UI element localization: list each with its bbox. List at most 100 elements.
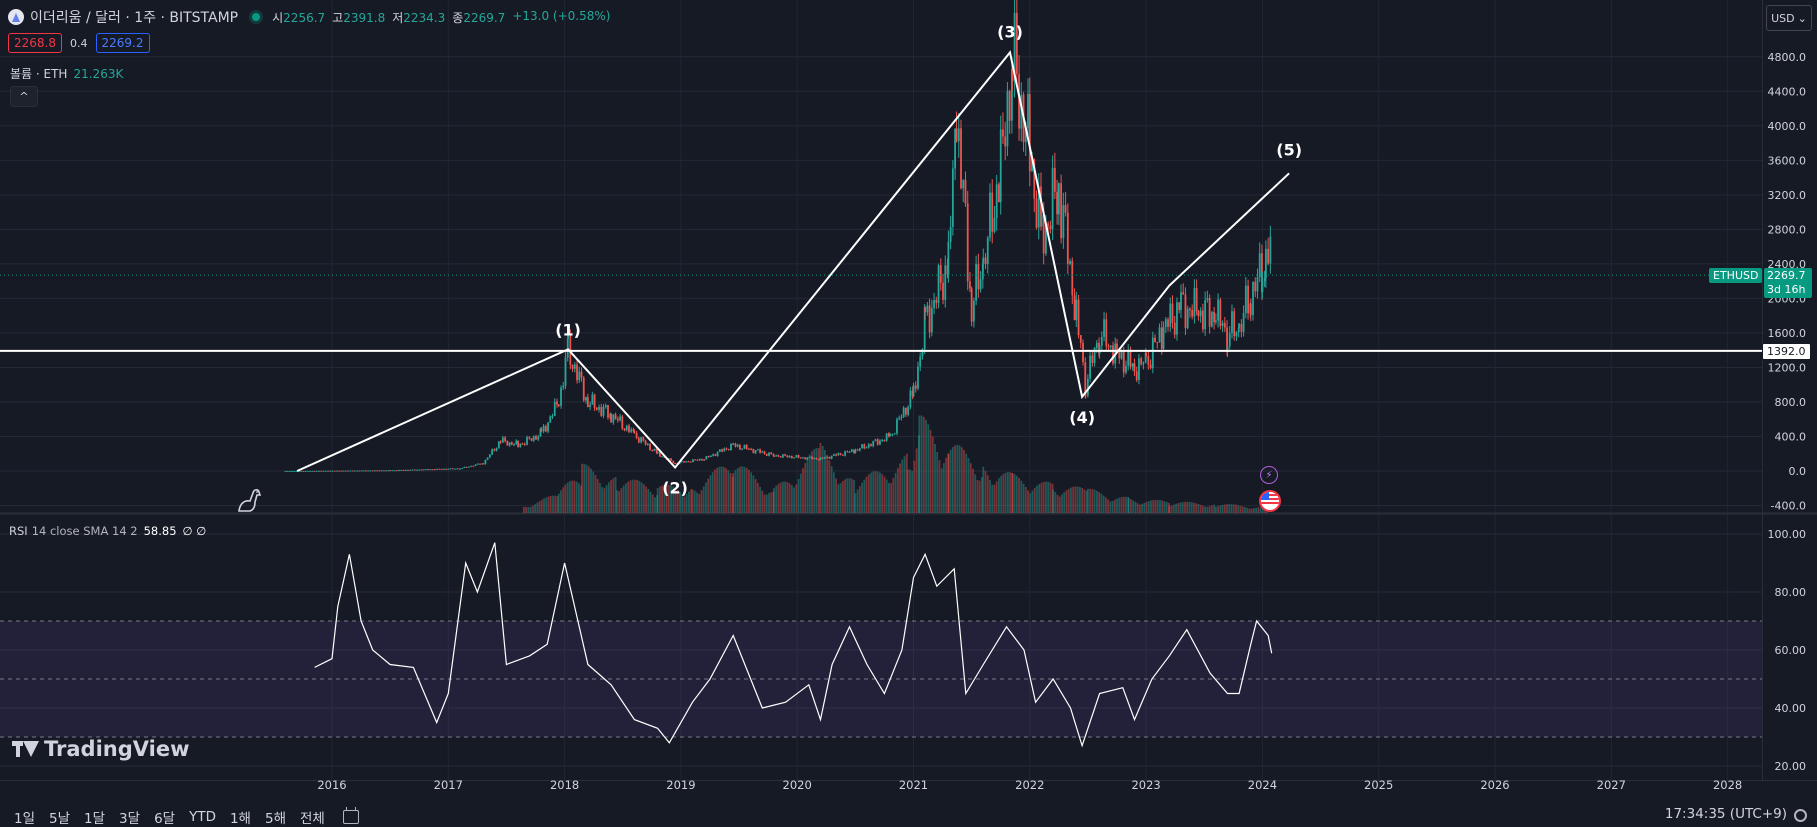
candle-body xyxy=(1105,319,1108,347)
candle-body xyxy=(861,444,863,449)
candle-body xyxy=(824,457,826,459)
volume-bar xyxy=(850,478,853,513)
volume-bar xyxy=(667,484,670,513)
rsi-params: 14 close SMA 14 2 xyxy=(31,524,138,538)
symbol-title[interactable]: 이더리움 / 달러 · 1주 · BITSTAMP xyxy=(30,10,239,26)
volume-bar xyxy=(554,495,557,513)
volume-bar xyxy=(1217,506,1220,513)
volume-bar xyxy=(718,466,721,513)
volume-bar xyxy=(1040,482,1043,513)
volume-bar xyxy=(841,480,844,513)
sell-button[interactable]: 2268.8 xyxy=(8,33,62,53)
candle-body xyxy=(451,468,454,470)
currency-select[interactable]: USD ⌄ xyxy=(1766,5,1812,31)
candle-body xyxy=(418,469,421,471)
candle-body xyxy=(964,179,967,204)
candle-body xyxy=(612,414,615,423)
volume-bar xyxy=(720,466,723,513)
candle-body xyxy=(513,444,515,446)
volume-bar xyxy=(784,481,787,513)
rsi-legend[interactable]: RSI 14 close SMA 14 2 58.85 ∅ ∅ xyxy=(9,524,206,538)
range-3m[interactable]: 3달 xyxy=(119,810,141,827)
candle-body xyxy=(347,470,350,472)
candle-body xyxy=(461,467,464,469)
candle-body xyxy=(1154,337,1156,343)
close-label: 종 xyxy=(452,10,464,25)
volume-bar xyxy=(1230,504,1233,513)
volume-bar xyxy=(709,475,712,513)
candle-body xyxy=(331,470,334,472)
candle-body xyxy=(564,357,567,386)
candle-body xyxy=(1169,303,1172,327)
volume-legend[interactable]: 볼륨 · ETH 21.263K xyxy=(10,65,123,82)
us-flag-event-icon[interactable] xyxy=(1259,490,1281,512)
volume-bar xyxy=(1063,492,1066,513)
candle-body xyxy=(387,470,390,472)
volume-bar xyxy=(587,466,590,513)
candle-body xyxy=(556,401,558,405)
volume-bar xyxy=(716,467,719,513)
candle-body xyxy=(802,457,804,459)
volume-bar xyxy=(1168,502,1170,513)
range-ytd[interactable]: YTD xyxy=(189,808,216,825)
volume-bar xyxy=(788,483,791,513)
candle-body xyxy=(853,449,855,453)
horizontal-line-tag[interactable]: 1392.0 xyxy=(1762,343,1811,360)
price-chart[interactable]: (1) (2) (3) (4) (5) 4800.0 4400.0 4000.0 3600.0 3… xyxy=(0,0,1817,806)
volume-bar xyxy=(538,501,541,513)
lightning-event-icon[interactable]: ⚡ xyxy=(1260,466,1278,484)
range-1d[interactable]: 1일 xyxy=(14,810,36,827)
open-value: 2256.7 xyxy=(283,10,326,25)
candle-body xyxy=(537,436,540,440)
volume-bar xyxy=(727,470,730,513)
volume-bar xyxy=(603,488,606,513)
volume-bar xyxy=(580,485,583,513)
volume-bar xyxy=(817,448,820,513)
candle-body xyxy=(909,390,912,407)
candle-body xyxy=(1015,13,1018,75)
candle-body xyxy=(870,444,872,447)
candles xyxy=(284,0,1272,472)
volume-bar xyxy=(995,481,998,513)
candle-body xyxy=(656,451,659,454)
range-1y[interactable]: 1해 xyxy=(229,810,251,827)
rsi-axis-tick-label: 20.00 xyxy=(1775,760,1807,773)
candle-body xyxy=(1228,332,1231,347)
range-6m[interactable]: 6달 xyxy=(154,810,176,827)
price-axis-tick-label: 800.0 xyxy=(1775,396,1807,409)
wave-label-3: (3) xyxy=(997,22,1023,41)
volume-bar xyxy=(960,447,963,513)
volume-bar xyxy=(585,464,588,513)
volume-bar xyxy=(522,506,525,513)
volume-bar xyxy=(901,459,904,513)
gear-icon[interactable] xyxy=(1794,809,1807,822)
candle-body xyxy=(763,451,766,454)
candle-body xyxy=(1053,167,1056,192)
volume-bar xyxy=(594,475,597,513)
candle-body xyxy=(1120,351,1123,359)
buy-button[interactable]: 2269.2 xyxy=(95,33,150,53)
dinosaur-icon[interactable] xyxy=(236,485,262,513)
tradingview-logo[interactable]: TradingView xyxy=(12,737,189,761)
range-5d[interactable]: 5날 xyxy=(49,810,71,827)
volume-bar xyxy=(1206,506,1209,513)
candle-body xyxy=(653,448,656,451)
range-all[interactable]: 전체 xyxy=(300,810,325,827)
range-5y[interactable]: 5해 xyxy=(264,810,286,827)
candle-body xyxy=(528,437,531,439)
range-1m[interactable]: 1달 xyxy=(84,810,106,827)
volume-label: 볼륨 · ETH xyxy=(10,67,68,81)
volume-bar xyxy=(640,482,643,513)
candle-body xyxy=(1042,214,1045,254)
candle-body xyxy=(1147,356,1150,365)
volume-bar xyxy=(543,498,545,513)
candle-body xyxy=(747,448,750,450)
candle-body xyxy=(549,416,552,423)
volume-bar xyxy=(1197,504,1200,513)
volume-bar xyxy=(556,495,559,513)
calendar-icon[interactable] xyxy=(342,806,359,824)
volume-bar xyxy=(1087,488,1089,513)
collapse-legend-button[interactable]: ^ xyxy=(10,86,38,107)
clock-time[interactable]: 17:34:35 (UTC+9) xyxy=(1664,806,1787,822)
candle-body xyxy=(793,457,795,459)
